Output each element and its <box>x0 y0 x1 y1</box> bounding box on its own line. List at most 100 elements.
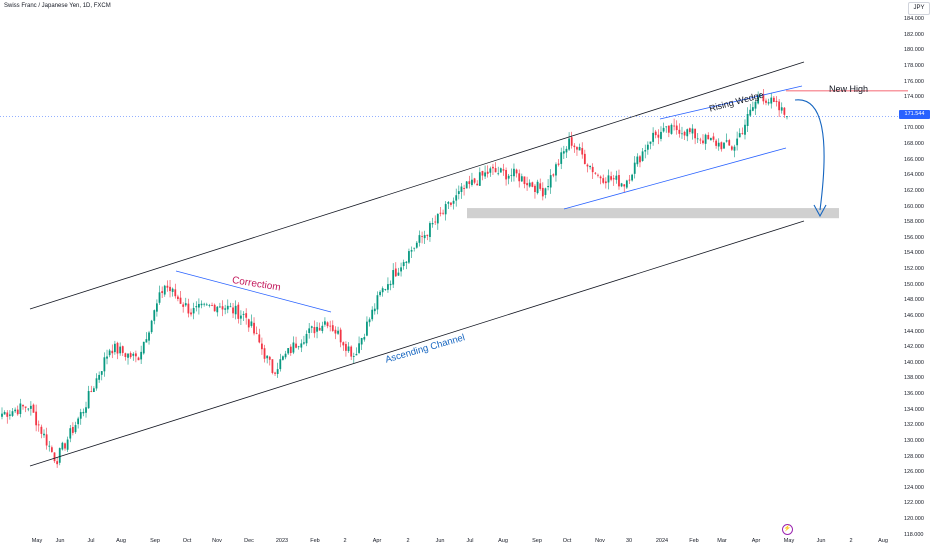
candle-body <box>313 327 316 334</box>
candle-body <box>436 213 439 224</box>
candle-body <box>113 343 116 353</box>
candle-body <box>245 313 248 318</box>
candle-body <box>345 344 347 351</box>
candle-body <box>8 414 11 416</box>
candle-body <box>331 325 334 331</box>
time-tick-label: Apr <box>751 538 761 544</box>
time-tick-label: Jun <box>55 538 65 544</box>
candle-body <box>633 162 636 174</box>
candle-body <box>583 153 586 164</box>
candle-body <box>465 181 468 189</box>
time-tick-label: Jul <box>466 538 474 544</box>
candle-body <box>229 306 232 308</box>
candle-body <box>712 136 715 140</box>
candle-body <box>250 321 253 326</box>
candle-body <box>334 329 337 334</box>
candle-body <box>421 236 423 237</box>
candle-body <box>636 156 639 165</box>
candle-body <box>660 131 662 139</box>
candle-body <box>618 175 620 187</box>
time-tick-label: Sep <box>532 538 542 544</box>
candle-body <box>253 322 255 334</box>
time-tick-label: Oct <box>562 538 572 544</box>
candle-body <box>423 235 426 239</box>
candle-body <box>310 326 313 328</box>
candle-body <box>599 176 602 179</box>
candle-body <box>234 305 237 315</box>
currency-badge[interactable]: JPY <box>908 2 930 15</box>
candle-body <box>368 319 371 323</box>
price-tick-label: 182.000 <box>904 31 924 38</box>
time-tick-label: Aug <box>116 538 126 544</box>
candle-body <box>366 321 368 336</box>
candle-body <box>148 332 150 341</box>
time-tick-label: Aug <box>498 538 508 544</box>
candle-body <box>247 319 250 328</box>
candle-body <box>610 176 612 180</box>
candle-body <box>373 308 376 312</box>
candle-body <box>497 173 500 175</box>
candle-body <box>709 137 712 141</box>
candle-body <box>408 251 410 263</box>
candle-body <box>444 204 447 215</box>
candle-body <box>541 187 544 197</box>
candle-body <box>555 164 557 176</box>
time-tick-label: Oct <box>182 538 192 544</box>
candle-body <box>352 356 355 357</box>
candle-body <box>116 342 119 354</box>
candle-body <box>326 322 329 327</box>
candle-body <box>471 179 473 185</box>
price-tick-label: 130.000 <box>904 437 924 444</box>
candle-body <box>61 442 64 450</box>
candle-body <box>350 346 353 357</box>
price-tick-label: 144.000 <box>904 328 924 335</box>
time-tick-label: 2 <box>343 538 347 544</box>
candle-body <box>87 391 90 409</box>
candle-body <box>66 439 69 450</box>
lightning-icon[interactable]: ⚡ <box>782 524 793 535</box>
candle-body <box>77 418 80 425</box>
candle-body <box>295 343 297 348</box>
candle-body <box>32 404 35 413</box>
candle-body <box>757 95 760 104</box>
candle-body <box>686 129 689 137</box>
candle-body <box>240 315 242 319</box>
time-tick-label: 30 <box>625 538 633 544</box>
time-tick-label: May <box>31 538 43 544</box>
candle-body <box>174 289 177 297</box>
price-tick-label: 176.000 <box>904 78 924 85</box>
candle-body <box>226 305 229 310</box>
candle-body <box>463 188 465 189</box>
correction-line <box>175 270 332 313</box>
candle-body <box>121 346 124 353</box>
candle-body <box>457 191 460 195</box>
candle-body <box>384 289 387 290</box>
candle-body <box>489 168 492 173</box>
candle-body <box>429 223 431 237</box>
candle-body <box>631 174 634 181</box>
candle-body <box>751 107 754 111</box>
time-tick-label: Mar <box>717 538 727 544</box>
candle-body <box>662 127 665 132</box>
candle-body <box>274 372 276 374</box>
candle-body <box>216 306 219 313</box>
candle-body <box>402 262 405 267</box>
new-high-label[interactable]: New High <box>829 84 869 94</box>
candle-body <box>670 124 673 134</box>
candle-body <box>106 356 108 359</box>
candle-body <box>292 342 295 353</box>
candle-body <box>124 353 127 357</box>
candle-body <box>775 100 778 103</box>
candle-body <box>318 327 321 331</box>
candle-body <box>134 353 137 357</box>
candle-body <box>586 164 589 167</box>
candle-body <box>208 305 211 306</box>
candle-body <box>410 250 413 252</box>
candle-body <box>786 116 788 118</box>
candle-body <box>37 424 40 426</box>
candle-body <box>119 346 122 354</box>
price-tick-label: 166.000 <box>904 156 924 163</box>
price-tick-label: 164.000 <box>904 172 924 179</box>
candle-body <box>678 129 681 134</box>
